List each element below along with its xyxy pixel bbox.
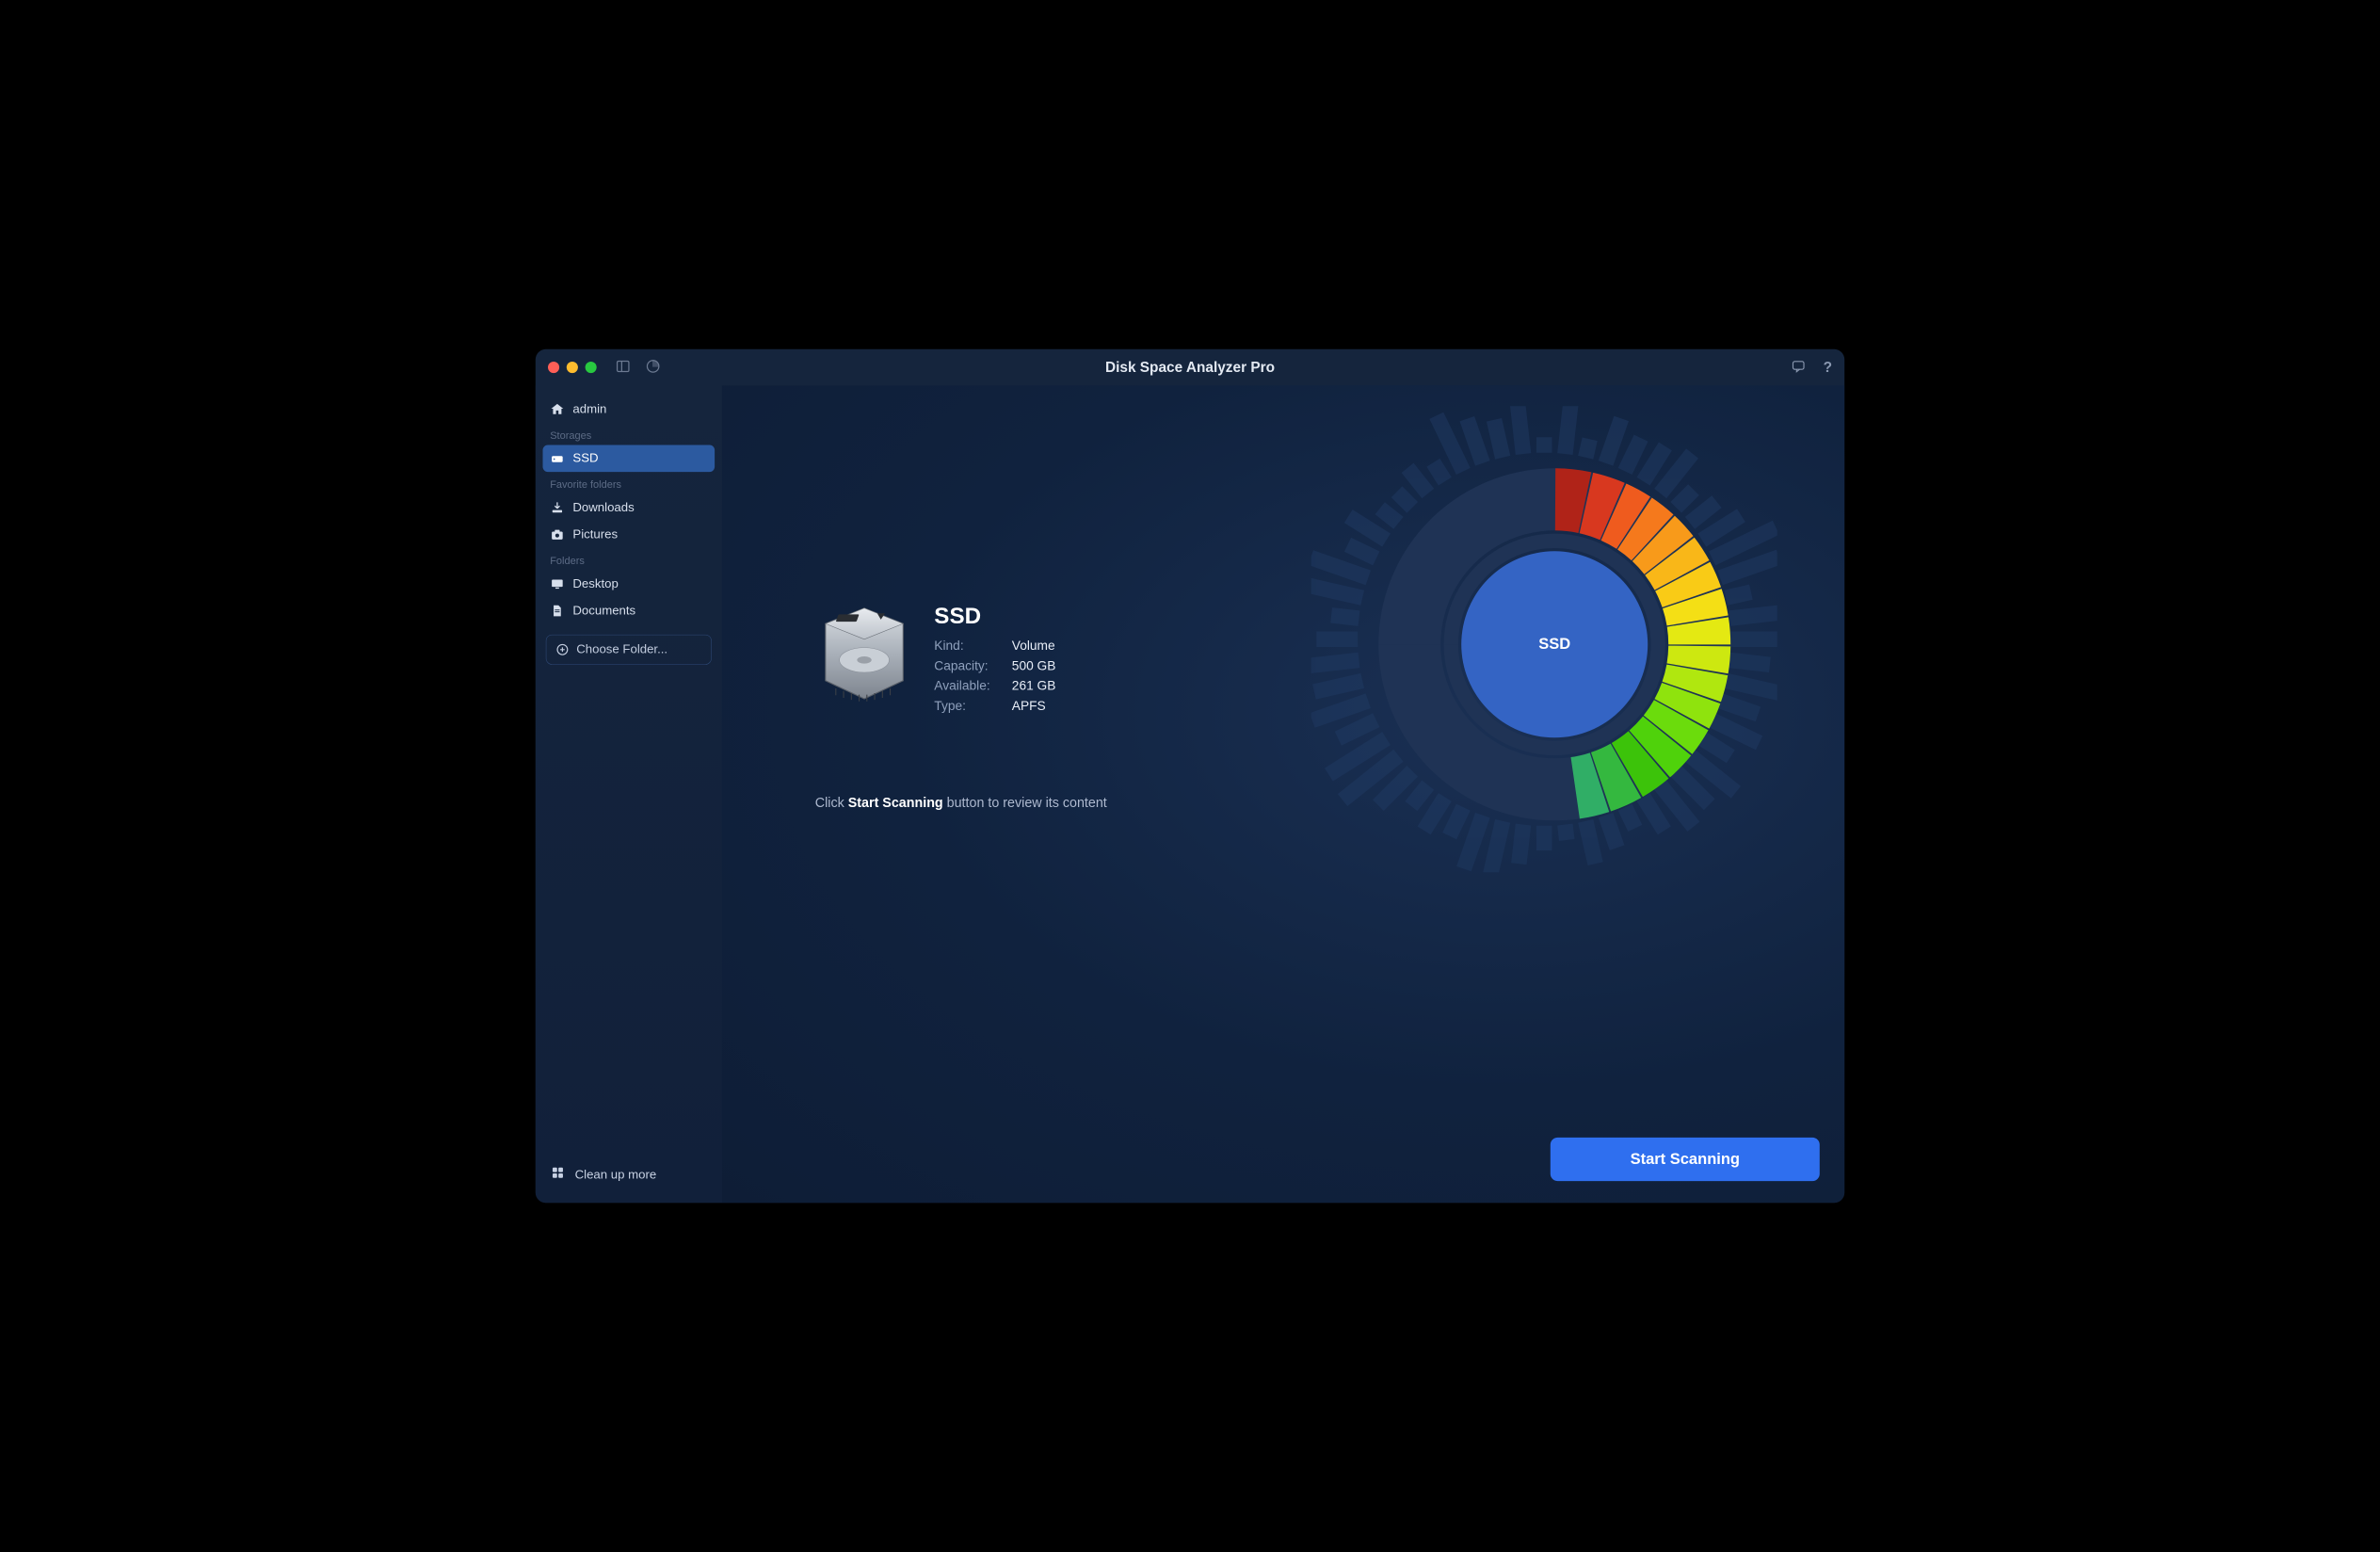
sidebar-folder-desktop[interactable]: Desktop [543, 571, 716, 598]
sidebar-user[interactable]: admin [543, 396, 716, 423]
sidebar-item-label: Downloads [572, 500, 634, 514]
sidebar-favorite-pictures[interactable]: Pictures [543, 521, 716, 548]
pie-view-icon[interactable] [645, 358, 661, 376]
start-scanning-label: Start Scanning [1631, 1151, 1740, 1169]
volume-info: SSD Kind: Volume Capacity: 500 GB Availa… [815, 603, 1056, 714]
help-icon[interactable]: ? [1824, 359, 1832, 376]
plus-circle-icon [555, 643, 569, 656]
sidebar-user-label: admin [572, 402, 606, 416]
sidebar-item-label: SSD [572, 451, 598, 465]
window-controls [548, 362, 597, 373]
sidebar-favorite-downloads[interactable]: Downloads [543, 494, 716, 522]
hint-bold: Start Scanning [848, 795, 943, 811]
feedback-icon[interactable] [1791, 359, 1805, 376]
capacity-value: 500 GB [1012, 658, 1056, 673]
hint-prefix: Click [815, 795, 848, 811]
window-title: Disk Space Analyzer Pro [536, 359, 1844, 376]
home-icon [550, 402, 564, 416]
usage-donut-chart: SSD [1363, 453, 1746, 836]
downloads-icon [550, 500, 564, 514]
sidebar-storage-ssd[interactable]: SSD [543, 445, 716, 473]
sidebar: admin Storages SSD Favorite folders Down… [536, 385, 722, 1203]
sidebar-toggle-icon[interactable] [616, 358, 632, 376]
type-value: APFS [1012, 699, 1056, 714]
sidebar-item-label: Desktop [572, 576, 618, 590]
grid-icon [550, 1165, 566, 1184]
sidebar-section-storages: Storages [543, 423, 716, 445]
donut-center-label: SSD [1538, 636, 1570, 654]
sidebar-section-favorites: Favorite folders [543, 472, 716, 494]
sidebar-section-folders: Folders [543, 548, 716, 571]
minimize-window-button[interactable] [567, 362, 578, 373]
choose-folder-label: Choose Folder... [576, 642, 667, 656]
drive-icon [550, 451, 564, 465]
scan-hint: Click Start Scanning button to review it… [815, 795, 1107, 811]
cleanup-more-button[interactable]: Clean up more [543, 1156, 716, 1192]
volume-name: SSD [934, 603, 1055, 629]
desktop-icon [550, 576, 564, 590]
kind-value: Volume [1012, 639, 1056, 654]
capacity-label: Capacity: [934, 658, 1012, 673]
sidebar-item-label: Documents [572, 604, 635, 618]
cleanup-label: Clean up more [575, 1168, 657, 1182]
toolbar-left-icons [616, 358, 661, 376]
sidebar-item-label: Pictures [572, 527, 618, 542]
main-panel: SSD Kind: Volume Capacity: 500 GB Availa… [722, 385, 1844, 1203]
kind-label: Kind: [934, 639, 1012, 654]
camera-icon [550, 527, 564, 542]
available-label: Available: [934, 679, 1012, 694]
app-window: Disk Space Analyzer Pro ? admin Storages [536, 349, 1844, 1203]
sidebar-folder-documents[interactable]: Documents [543, 597, 716, 624]
document-icon [550, 604, 564, 618]
hard-drive-icon [815, 603, 914, 712]
start-scanning-button[interactable]: Start Scanning [1551, 1138, 1820, 1181]
titlebar: Disk Space Analyzer Pro ? [536, 349, 1844, 386]
close-window-button[interactable] [548, 362, 559, 373]
hint-suffix: button to review its content [943, 795, 1107, 811]
maximize-window-button[interactable] [586, 362, 597, 373]
choose-folder-button[interactable]: Choose Folder... [546, 635, 712, 665]
available-value: 261 GB [1012, 679, 1056, 694]
type-label: Type: [934, 699, 1012, 714]
